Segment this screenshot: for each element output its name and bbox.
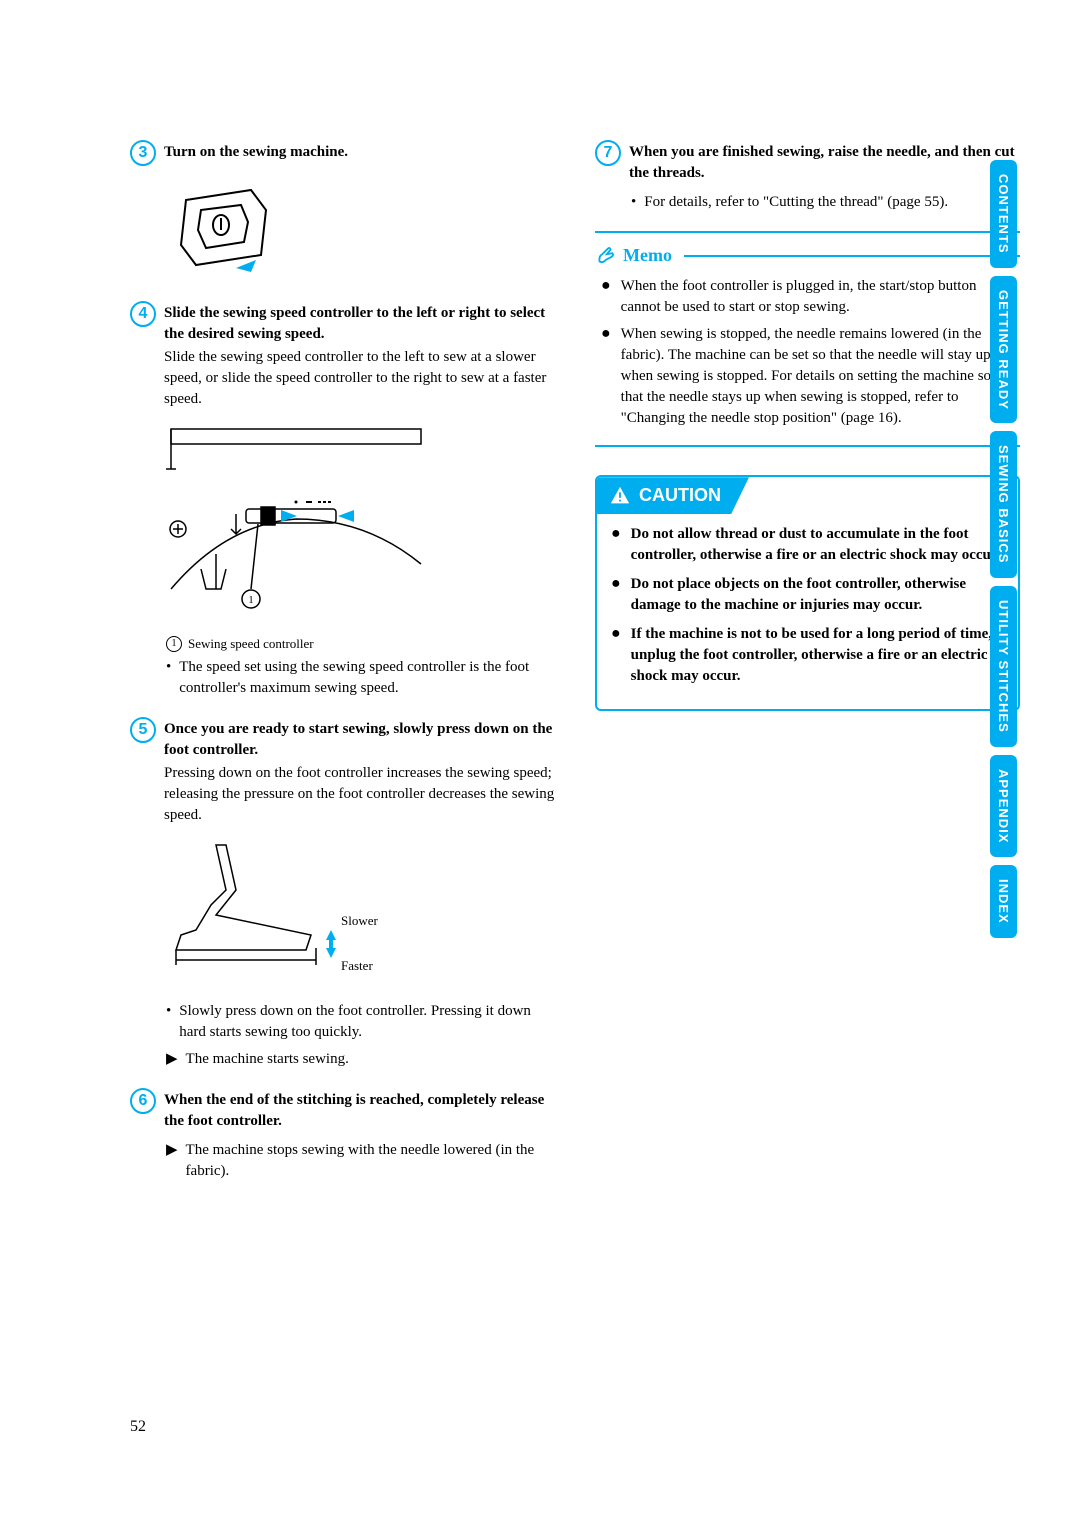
step-5: 5 Once you are ready to start sewing, sl…	[130, 717, 555, 826]
step-number: 3	[130, 140, 156, 166]
caution-item: ● Do not allow thread or dust to accumul…	[611, 524, 1004, 566]
svg-text:Slower: Slower	[341, 913, 379, 928]
step-4: 4 Slide the sewing speed controller to t…	[130, 301, 555, 410]
triangle-icon: ▶	[166, 1049, 178, 1070]
tab-index[interactable]: INDEX	[990, 865, 1017, 938]
caution-header: CAUTION	[597, 477, 1018, 514]
memo-item: ● When the foot controller is plugged in…	[595, 276, 1020, 318]
caption-number: 1	[166, 636, 182, 652]
tab-appendix[interactable]: APPENDIX	[990, 755, 1017, 857]
tab-sewing-basics[interactable]: SEWING BASICS	[990, 431, 1017, 577]
left-column: 3 Turn on the sewing machine. 4 Slide th…	[130, 140, 555, 1182]
tab-contents[interactable]: CONTENTS	[990, 160, 1017, 268]
step-body: Pressing down on the foot controller inc…	[164, 763, 555, 826]
figure-foot-controller: Slower Faster	[166, 840, 555, 987]
caption-text: Sewing speed controller	[188, 635, 314, 653]
step-title: When the end of the stitching is reached…	[164, 1092, 544, 1129]
caution-box: CAUTION ● Do not allow thread or dust to…	[595, 475, 1020, 711]
step-number: 6	[130, 1088, 156, 1114]
triangle-icon: ▶	[166, 1140, 178, 1182]
right-column: 7 When you are finished sewing, raise th…	[595, 140, 1020, 1182]
step-title: Once you are ready to start sewing, slow…	[164, 721, 552, 758]
result-item: ▶ The machine starts sewing.	[166, 1049, 555, 1070]
step-number: 7	[595, 140, 621, 166]
page-number: 52	[130, 1418, 146, 1436]
figure-caption: 1 Sewing speed controller	[166, 635, 555, 653]
result-item: ▶ The machine stops sewing with the need…	[166, 1140, 555, 1182]
caution-item: ● If the machine is not to be used for a…	[611, 624, 1004, 687]
step-number: 5	[130, 717, 156, 743]
figure-power-switch	[166, 180, 555, 287]
warning-icon	[609, 485, 631, 507]
page-content: 3 Turn on the sewing machine. 4 Slide th…	[0, 0, 1080, 1222]
step-title: Slide the sewing speed controller to the…	[164, 305, 545, 342]
step-title: When you are finished sewing, raise the …	[629, 144, 1015, 181]
step-body: Slide the sewing speed controller to the…	[164, 347, 555, 410]
memo-item: ● When sewing is stopped, the needle rem…	[595, 324, 1020, 429]
bullet-item: • For details, refer to "Cutting the thr…	[631, 192, 1020, 213]
step-7: 7 When you are finished sewing, raise th…	[595, 140, 1020, 184]
memo-hand-icon	[595, 245, 617, 267]
step-6: 6 When the end of the stitching is reach…	[130, 1088, 555, 1132]
svg-text:1: 1	[248, 594, 254, 606]
step-number: 4	[130, 301, 156, 327]
memo-header: Memo	[595, 243, 1020, 268]
memo-rule	[684, 255, 1020, 257]
step-3: 3 Turn on the sewing machine.	[130, 140, 555, 166]
memo-title: Memo	[623, 243, 672, 268]
step-title: Turn on the sewing machine.	[164, 144, 348, 160]
tab-getting-ready[interactable]: GETTING READY	[990, 276, 1017, 424]
bullet-item: • The speed set using the sewing speed c…	[166, 657, 555, 699]
tab-utility-stitches[interactable]: UTILITY STITCHES	[990, 586, 1017, 747]
svg-text:Faster: Faster	[341, 958, 373, 973]
memo-box: Memo ● When the foot controller is plugg…	[595, 231, 1020, 447]
figure-speed-controller: 1	[166, 424, 555, 621]
caution-item: ● Do not place objects on the foot contr…	[611, 574, 1004, 616]
side-tabs: CONTENTS GETTING READY SEWING BASICS UTI…	[990, 160, 1022, 946]
bullet-item: • Slowly press down on the foot controll…	[166, 1001, 555, 1043]
caution-title: CAUTION	[639, 483, 721, 508]
